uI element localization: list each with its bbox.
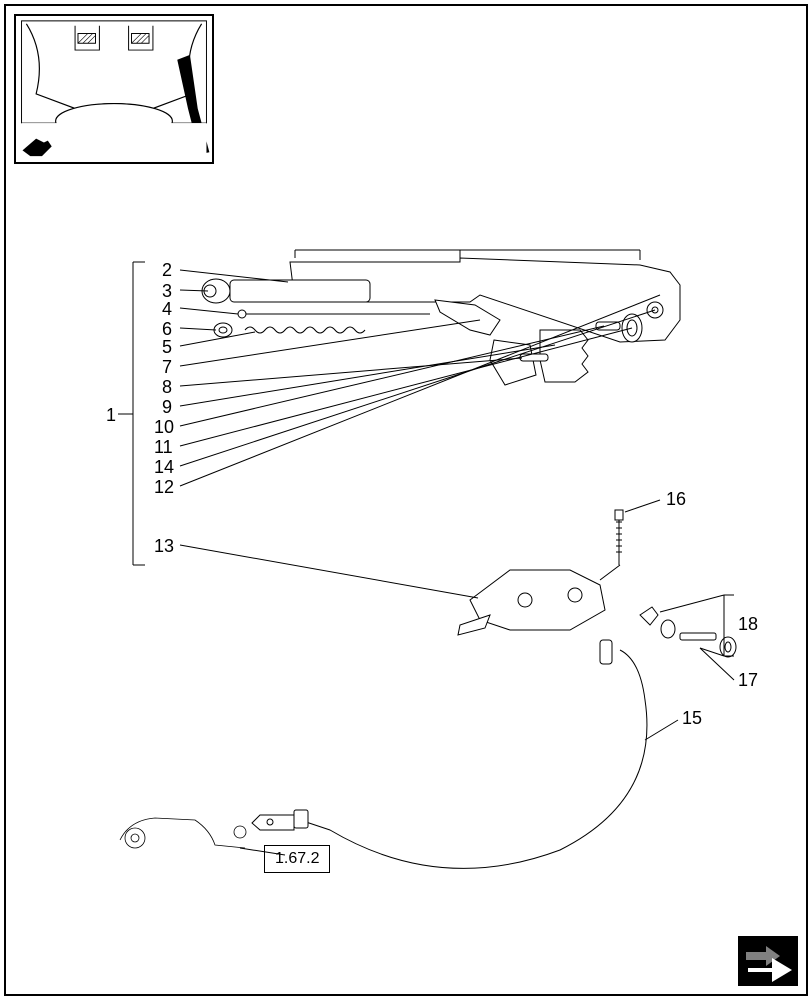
label-4: 4 [162,299,172,320]
label-11: 11 [154,437,173,458]
label-13: 13 [154,536,174,557]
label-7: 7 [162,357,172,378]
label-2: 2 [162,260,172,281]
label-18: 18 [738,614,758,635]
label-9: 9 [162,397,172,418]
label-17: 17 [738,670,758,691]
thumbnail-svg [16,16,212,162]
label-10: 10 [154,417,174,438]
label-8: 8 [162,377,172,398]
label-12: 12 [154,477,174,498]
thumbnail-panel [14,14,214,164]
ref-box: 1.67.2 [264,845,330,873]
next-page-icon[interactable] [738,936,798,986]
label-1: 1 [106,405,116,426]
page: 1 2 3 4 6 5 7 8 9 10 11 14 12 13 16 18 1… [0,0,812,1000]
label-15: 15 [682,708,702,729]
label-5: 5 [162,337,172,358]
label-16: 16 [666,489,686,510]
label-14: 14 [154,457,174,478]
arrow-icon [740,938,800,988]
